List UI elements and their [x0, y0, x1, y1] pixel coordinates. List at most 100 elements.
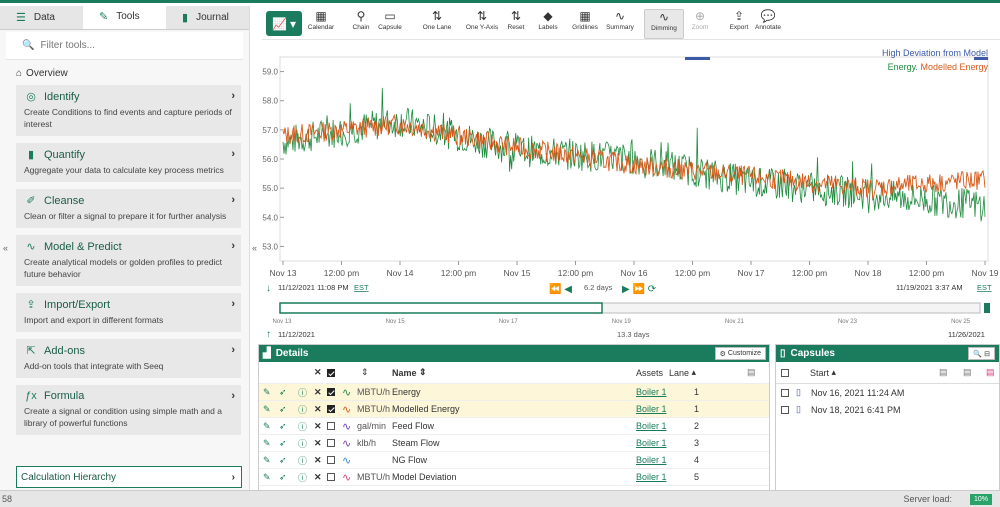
remove-icon[interactable]: ✕ [314, 403, 322, 414]
overview-link[interactable]: ⌂ Overview [16, 68, 68, 79]
asset-link[interactable]: Boiler 1 [636, 421, 667, 431]
rocket-icon[interactable]: ➶ [279, 403, 287, 414]
column-assets[interactable]: Assets [636, 367, 664, 378]
collapse-left-icon[interactable]: « [3, 243, 9, 253]
remove-all-icon[interactable]: ✕ [314, 367, 322, 377]
asset-link[interactable]: Boiler 1 [636, 404, 667, 414]
row-checkbox[interactable] [327, 456, 335, 464]
details-row[interactable]: ✎ ➶ ⓘ ✕ ∿ gal/min Feed Flow Boiler 1 2 [259, 418, 769, 435]
row-checkbox[interactable] [327, 473, 335, 481]
tool-card-model-predict[interactable]: ∿ Model & Predict Create analytical model… [16, 235, 241, 286]
remove-icon[interactable]: ✕ [314, 386, 322, 397]
capsule-search-button[interactable]: 🔍 ⊟ [968, 347, 995, 360]
details-row[interactable]: ✎ ➶ ⓘ ✕ ∿ MBTU/h Model Deviation Boiler … [259, 469, 769, 486]
details-row[interactable]: ✎ ➶ ⓘ ✕ ∿ NG Flow Boiler 1 4 [259, 452, 769, 469]
rocket-icon[interactable]: ➶ [279, 454, 287, 465]
tool-card-quantify[interactable]: ▮ Quantify Aggregate your data to calcula… [16, 143, 241, 182]
asset-link[interactable]: Boiler 1 [636, 455, 667, 465]
details-row[interactable]: ✎ ➶ ⓘ ✕ ∿ klb/h Steam Flow Boiler 1 3 [259, 435, 769, 452]
edit-icon[interactable]: ✎ [263, 454, 271, 465]
x-tick-label: 12:00 pm [909, 268, 944, 278]
gridlines-icon: ▦ [579, 9, 591, 23]
toolbar-gridlines-button[interactable]: ▦ Gridlines [572, 9, 598, 31]
toolbar-one-lane-button[interactable]: ⇅ One Lane [422, 9, 452, 31]
chevron-right-icon: › [231, 90, 235, 102]
sort-icon[interactable]: ⇕ [361, 367, 369, 377]
toolbar-summary-button[interactable]: ∿ Summary [606, 9, 634, 31]
y-tick-label: 56.0 [262, 155, 278, 164]
toolbar-one-y-axis-button[interactable]: ⇅ One Y-Axis [465, 9, 499, 31]
edit-icon[interactable]: ✎ [263, 403, 271, 414]
remove-icon[interactable]: ✕ [314, 454, 322, 465]
edit-icon[interactable]: ✎ [263, 471, 271, 482]
x-tick-label: Nov 19 [972, 268, 999, 278]
tool-card-identify[interactable]: ◎ Identify Create Conditions to find even… [16, 85, 241, 136]
info-icon[interactable]: ⓘ [298, 472, 308, 483]
toolbar-annotate-button[interactable]: 💬 Annotate [754, 9, 782, 31]
tab-data[interactable]: ☰ Data [0, 6, 83, 29]
edit-icon[interactable]: ✎ [263, 437, 271, 448]
toolbar-zoom-button[interactable]: ⊕ Zoom [691, 9, 709, 31]
toolbar-export-button[interactable]: ⇪ Export [729, 9, 749, 31]
toolbar-reset-button[interactable]: ⇅ Reset [507, 9, 525, 31]
toolbar-chain-button[interactable]: ⚲ Chain [352, 9, 370, 31]
info-icon[interactable]: ⓘ [298, 455, 308, 466]
filter-tools-input[interactable] [40, 40, 241, 51]
capsule-row[interactable]: ▯ Nov 18, 2021 6:41 PM [776, 401, 999, 418]
rocket-icon[interactable]: ➶ [279, 420, 287, 431]
column-config-icon[interactable]: ▤ [747, 367, 756, 377]
remove-icon[interactable]: ✕ [314, 420, 322, 431]
toolbar-capsule-button[interactable]: ▭ Capsule [378, 9, 402, 31]
asset-link[interactable]: Boiler 1 [636, 438, 667, 448]
x-tick-label: Nov 13 [270, 268, 297, 278]
calculation-hierarchy-button[interactable]: Calculation Hierarchy › [16, 466, 242, 488]
column-lane[interactable]: Lane ▴ [669, 367, 697, 378]
column-name[interactable]: Name ⇕ [392, 367, 427, 378]
info-icon[interactable]: ⓘ [298, 421, 308, 432]
asset-link[interactable]: Boiler 1 [636, 472, 667, 482]
edit-icon[interactable]: ✎ [263, 420, 271, 431]
trend-icon: 📈 [272, 16, 287, 31]
rocket-icon[interactable]: ➶ [279, 437, 287, 448]
info-icon[interactable]: ⓘ [298, 387, 308, 398]
capsule-table-icon[interactable]: ▤ [963, 367, 972, 377]
toolbar-dimming-button[interactable]: ∿ Dimming [644, 9, 684, 39]
info-icon[interactable]: ⓘ [298, 438, 308, 449]
capsule-row[interactable]: ▯ Nov 16, 2021 11:24 AM [776, 384, 999, 401]
remove-icon[interactable]: ✕ [314, 437, 322, 448]
column-start[interactable]: Start ▴ [810, 367, 837, 378]
lane-number: 5 [694, 472, 700, 482]
tool-card-add-ons[interactable]: ⇱ Add-ons Add-on tools that integrate wit… [16, 339, 241, 378]
details-row[interactable]: ✎ ➶ ⓘ ✕ ∿ MBTU/h Modelled Energy Boiler … [259, 401, 769, 418]
rocket-icon[interactable]: ➶ [279, 386, 287, 397]
collapse-left-icon[interactable]: « [252, 243, 258, 253]
toolbar-labels-button[interactable]: ◆ Labels [538, 9, 558, 31]
edit-icon[interactable]: ✎ [263, 386, 271, 397]
customize-button[interactable]: ⚙ Customize [714, 347, 766, 360]
select-all-checkbox[interactable] [327, 368, 335, 377]
trend-chart-svg[interactable]: 59.0 58.0 57.0 56.0 55.0 54.0 53.0 Nov 13 12:00 … [262, 41, 1000, 341]
rocket-icon[interactable]: ➶ [279, 471, 287, 482]
tool-card-formula[interactable]: ƒx Formula Create a signal or condition u… [16, 385, 241, 435]
tab-journal[interactable]: ▮ Journal [166, 6, 249, 29]
tool-card-cleanse[interactable]: ✐ Cleanse Clean or filter a signal to pre… [16, 189, 241, 228]
tab-tools[interactable]: ✎ Tools [83, 6, 166, 29]
capsules-select-all[interactable] [781, 368, 789, 377]
tool-card-import-export[interactable]: ⇪ Import/Export Import and export in diff… [16, 293, 241, 332]
remove-icon[interactable]: ✕ [314, 471, 322, 482]
row-checkbox[interactable] [327, 439, 335, 447]
capsule-checkbox[interactable] [781, 388, 789, 397]
row-checkbox[interactable] [327, 388, 335, 396]
capsule-table-icon[interactable]: ▤ [939, 367, 948, 377]
details-row[interactable]: ✎ ➶ ⓘ ✕ ∿ MBTU/h Energy Boiler 1 1 [259, 384, 769, 401]
info-icon[interactable]: ⓘ [298, 404, 308, 415]
trend-chart[interactable]: 59.0 58.0 57.0 56.0 55.0 54.0 53.0 Nov 13 12:00 … [262, 41, 1000, 341]
capsule-table-icon[interactable]: ▤ [986, 367, 995, 377]
capsule-checkbox[interactable] [781, 405, 789, 414]
toolbar-calendar-button[interactable]: ▦ Calendar [307, 9, 335, 31]
row-checkbox[interactable] [327, 405, 335, 413]
row-checkbox[interactable] [327, 422, 335, 430]
view-mode-button[interactable]: 📈 ▾ [266, 11, 302, 36]
asset-link[interactable]: Boiler 1 [636, 387, 667, 397]
chevron-right-icon: › [231, 298, 235, 310]
